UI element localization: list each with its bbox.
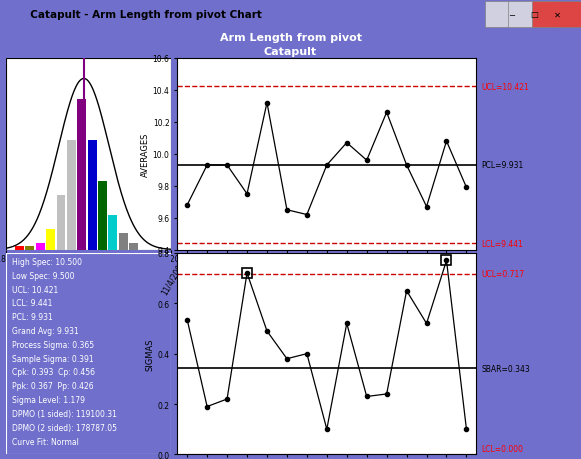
Text: LCL: 9.441: LCL: 9.441 xyxy=(12,299,53,308)
Y-axis label: INDIVIDUALS: INDIVIDUALS xyxy=(0,127,2,182)
Y-axis label: AVERAGES: AVERAGES xyxy=(141,132,150,177)
Text: Low Spec: 9.500: Low Spec: 9.500 xyxy=(12,271,75,280)
Text: Grand Avg: 9.931: Grand Avg: 9.931 xyxy=(12,326,79,335)
Text: PCL: 9.931: PCL: 9.931 xyxy=(12,313,53,321)
Bar xyxy=(26,246,34,250)
Text: DPMO (1 sided): 119100.31: DPMO (1 sided): 119100.31 xyxy=(12,409,117,418)
Bar xyxy=(56,196,66,250)
FancyBboxPatch shape xyxy=(508,2,558,28)
Text: UCL=10.421: UCL=10.421 xyxy=(482,83,529,92)
Text: LCL=0.000: LCL=0.000 xyxy=(482,444,523,453)
Text: LCL=9.441: LCL=9.441 xyxy=(482,239,523,248)
Text: PCL=9.931: PCL=9.931 xyxy=(482,161,524,170)
Text: Process Sigma: 0.365: Process Sigma: 0.365 xyxy=(12,340,95,349)
Text: Cpk: 0.393  Cp: 0.456: Cpk: 0.393 Cp: 0.456 xyxy=(12,368,95,377)
Text: Ppk: 0.367  Pp: 0.426: Ppk: 0.367 Pp: 0.426 xyxy=(12,381,94,391)
Bar xyxy=(129,243,138,250)
Text: UCL: 10.421: UCL: 10.421 xyxy=(12,285,59,294)
Text: ─: ─ xyxy=(509,11,514,19)
Text: Arm Length from pivot: Arm Length from pivot xyxy=(220,33,361,43)
Text: DPMO (2 sided): 178787.05: DPMO (2 sided): 178787.05 xyxy=(12,423,117,432)
Text: Catapult: Catapult xyxy=(264,47,317,57)
Text: □: □ xyxy=(530,11,539,19)
Bar xyxy=(6,59,171,250)
Bar xyxy=(98,182,107,250)
Bar xyxy=(46,230,55,250)
Bar xyxy=(15,246,24,250)
Bar xyxy=(88,141,96,250)
Text: Sigma Level: 1.179: Sigma Level: 1.179 xyxy=(12,395,85,404)
Text: Catapult - Arm Length from pivot Chart: Catapult - Arm Length from pivot Chart xyxy=(23,10,262,20)
FancyBboxPatch shape xyxy=(532,2,581,28)
Text: ✕: ✕ xyxy=(554,11,561,19)
Text: SBAR=0.343: SBAR=0.343 xyxy=(482,364,530,373)
Text: High Spec: 10.500: High Spec: 10.500 xyxy=(12,257,83,266)
Bar xyxy=(119,234,128,250)
Text: Sample Sigma: 0.391: Sample Sigma: 0.391 xyxy=(12,354,94,363)
Bar xyxy=(108,216,117,250)
Text: Curve Fit: Normal: Curve Fit: Normal xyxy=(12,437,80,446)
FancyBboxPatch shape xyxy=(485,2,535,28)
Y-axis label: SIGMAS: SIGMAS xyxy=(146,338,155,370)
Bar xyxy=(67,141,76,250)
Bar xyxy=(36,243,45,250)
Bar xyxy=(77,100,86,250)
Text: UCL=0.717: UCL=0.717 xyxy=(482,270,525,279)
